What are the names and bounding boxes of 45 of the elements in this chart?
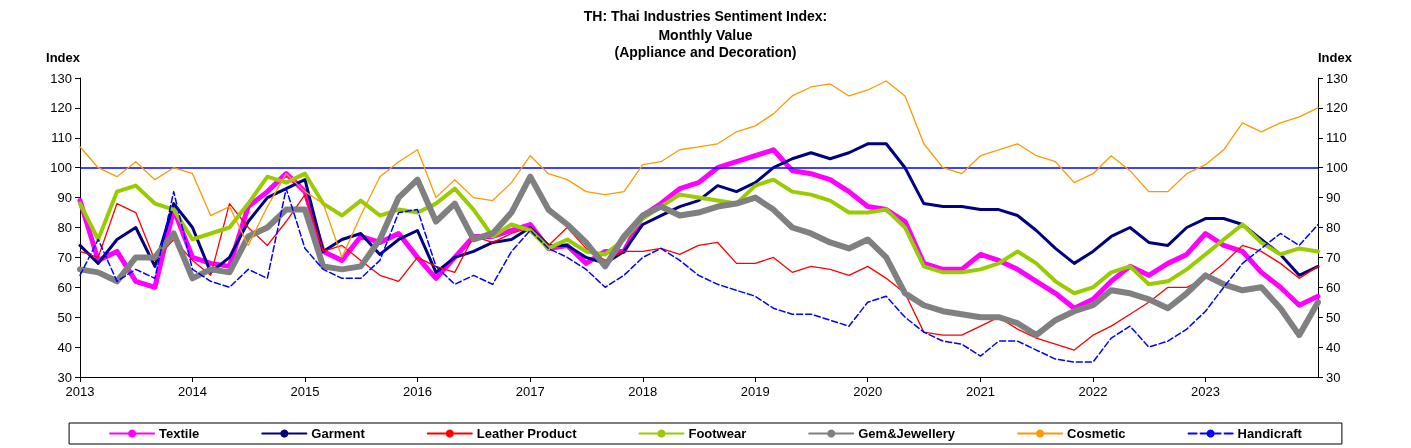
y-tick-label: 90 bbox=[57, 190, 72, 206]
y2-tick-label: 40 bbox=[1326, 339, 1341, 355]
y2-tick-label: 30 bbox=[1326, 369, 1341, 385]
y-tick-label: 30 bbox=[57, 369, 72, 385]
y-tick-label: 50 bbox=[57, 309, 72, 325]
y2-tick-label: 70 bbox=[1326, 249, 1341, 265]
y-tick-label: 80 bbox=[57, 220, 72, 235]
x-tick-label: 2013 bbox=[65, 384, 95, 399]
x-tick-label: 2021 bbox=[966, 384, 995, 399]
y-tick-label: 110 bbox=[51, 130, 72, 146]
x-tick-label: 2017 bbox=[515, 384, 545, 399]
x-tick-label: 2019 bbox=[740, 384, 770, 399]
y-tick-label: 60 bbox=[57, 279, 72, 295]
chart-title: TH: Thai Industries Sentiment Index: bbox=[583, 7, 828, 24]
y2-tick-label: 90 bbox=[1326, 190, 1341, 206]
line-series bbox=[79, 80, 1319, 259]
y-tick-label: 100 bbox=[50, 160, 72, 176]
y2-tick-label: 120 bbox=[1326, 100, 1348, 116]
x-tick-label: 2016 bbox=[403, 384, 432, 399]
y2-tick-label: 60 bbox=[1326, 279, 1341, 295]
chart-subtitle: Monthly Value (Appliance and Decoration) bbox=[614, 26, 797, 60]
legend-label: Garment bbox=[311, 426, 366, 441]
y-axis-title: Index bbox=[46, 50, 81, 65]
y2-tick-label: 80 bbox=[1326, 220, 1341, 235]
x-tick-label: 2020 bbox=[853, 384, 883, 399]
y2-tick-label: 50 bbox=[1326, 309, 1341, 325]
y-tick-label: 120 bbox=[50, 100, 72, 116]
y-tick-label: 70 bbox=[57, 249, 72, 265]
x-tick-label: 2014 bbox=[178, 384, 207, 399]
x-tick-label: 2018 bbox=[628, 384, 658, 399]
x-tick-label: 2023 bbox=[1191, 384, 1220, 399]
legend-label: Cosmetic bbox=[1067, 426, 1126, 441]
legend-label: Handicraft bbox=[1237, 426, 1303, 441]
x-tick-label: 2015 bbox=[290, 384, 320, 399]
x-tick-label: 2022 bbox=[1078, 384, 1108, 399]
y-tick-label: 130 bbox=[50, 70, 72, 86]
y2-tick-label: 110 bbox=[1326, 130, 1347, 146]
legend-label: Leather Product bbox=[476, 426, 578, 441]
legend-label: Textile bbox=[159, 426, 200, 441]
y2-tick-label: 130 bbox=[1326, 70, 1348, 86]
y2-tick-label: 100 bbox=[1326, 160, 1348, 176]
legend-label: Footwear bbox=[688, 426, 747, 441]
y2-axis-title: Index bbox=[1318, 50, 1353, 65]
y-tick-label: 40 bbox=[57, 339, 72, 355]
legend-label: Gem&Jewellery bbox=[858, 426, 956, 441]
